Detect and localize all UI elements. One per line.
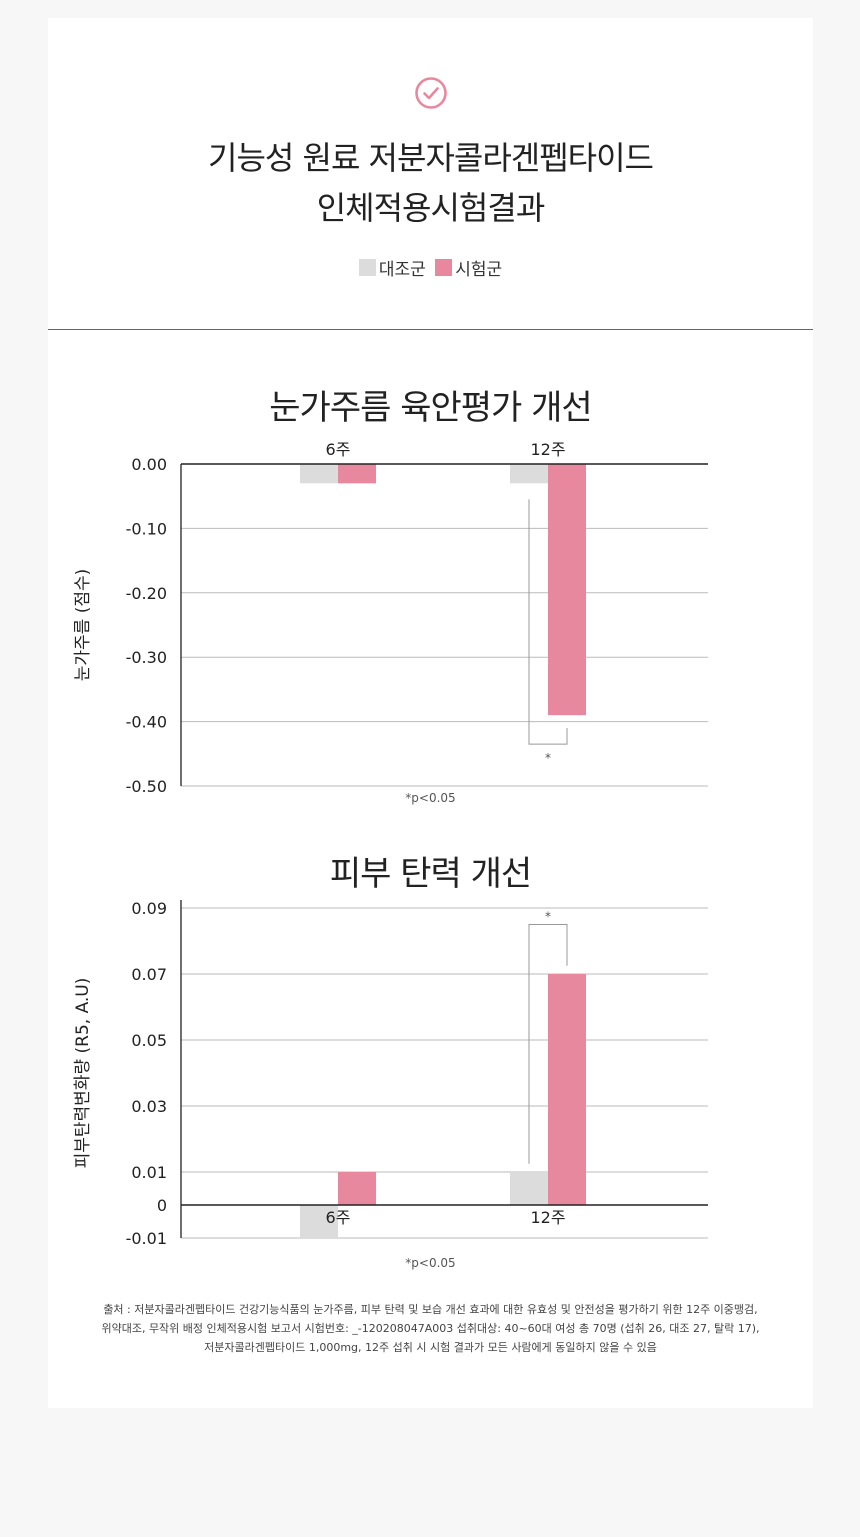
chart2-title: 피부 탄력 개선 (329, 854, 532, 894)
source-line2: 위약대조, 무작위 배정 인체적용시험 보고서 시험번호: _-12020804… (101, 1322, 760, 1335)
legend-swatch-control (358, 259, 376, 276)
chart2-ytick-label: 0.07 (131, 965, 167, 984)
chart1-bar-control-2 (510, 464, 548, 484)
chart2-significance-bracket (528, 924, 568, 1164)
chart1-note: *p<0.05 (405, 791, 456, 805)
chart2-ytick-label: 0.03 (131, 1097, 167, 1116)
chart2-ytick-label: 0.09 (131, 899, 167, 918)
legend: 대조군 시험군 (48, 255, 813, 281)
source-note: 출처 : 저분자콜라겐펩타이드 건강기능식품의 눈가주름, 피부 탄력 및 보습… (78, 1300, 783, 1357)
chart2-y-axis-label: 피부탄력변화량 (R5, A.U) (73, 978, 93, 1169)
chart2-category-label: 6주 (326, 1208, 351, 1227)
legend-swatch-test (435, 259, 453, 276)
chart1-ytick-label: -0.10 (126, 519, 167, 538)
source-line3: 저분자콜라겐펩타이드 1,000mg, 12주 섭취 시 시험 결과가 모든 사… (204, 1341, 657, 1354)
chart1-ytick-label: -0.50 (126, 777, 167, 796)
chart2-ytick-label: -0.01 (126, 1229, 167, 1248)
chart1-category-label: 12주 (530, 440, 565, 459)
chart2-ytick-label: 0 (157, 1196, 167, 1215)
chart1-significance-bracket (528, 499, 568, 745)
chart1-significance-mark: * (545, 751, 551, 765)
chart2-bar-test-2 (548, 974, 586, 1205)
chart1-ytick-label: -0.30 (126, 648, 167, 667)
chart2-note: *p<0.05 (405, 1256, 456, 1270)
chart1-category-label: 6주 (326, 440, 351, 459)
legend-label-control: 대조군 (378, 260, 426, 280)
source-line1: 출처 : 저분자콜라겐펩타이드 건강기능식품의 눈가주름, 피부 탄력 및 보습… (103, 1303, 758, 1316)
page-title-line2: 인체적용시험결과 (316, 189, 546, 227)
legend-item-control: 대조군 (358, 255, 426, 280)
legend-label-test: 시험군 (455, 260, 503, 280)
chart2-elasticity: 0.09 0.07 0.05 0.03 0.01 0 -0.01 6주 12주 피부탄력변화량 (… (73, 899, 708, 1248)
page-title-line1: 기능성 원료 저분자콜라겐펩타이드 (208, 139, 654, 177)
chart2-category-label: 12주 (530, 1208, 565, 1227)
check-circle-icon (415, 77, 447, 109)
chart2-significance-mark: * (545, 910, 551, 924)
chart2-ytick-label: 0.01 (131, 1163, 167, 1182)
chart1-ytick-label: -0.40 (126, 713, 167, 732)
chart2-bar-control-2 (510, 1172, 548, 1205)
chart1-title: 눈가주름 육안평가 개선 (269, 388, 592, 428)
chart1-bar-test-2 (548, 464, 586, 716)
chart1-bar-control-1 (300, 464, 338, 484)
chart1-ytick-label: 0.00 (131, 455, 167, 474)
legend-item-test: 시험군 (435, 255, 502, 280)
chart1-bar-test-1 (338, 464, 376, 484)
chart2-bar-control-1 (300, 1205, 338, 1238)
chart1-ytick-label: -0.20 (126, 584, 167, 603)
content-card: 기능성 원료 저분자콜라겐펩타이드 인체적용시험결과 대조군 시험군 눈가주름 … (48, 18, 813, 1408)
divider (48, 329, 813, 330)
chart1-y-axis-label: 눈가주름 (점수) (73, 569, 93, 682)
chart2-ytick-label: 0.05 (131, 1031, 167, 1050)
chart2-bar-test-1 (338, 1172, 376, 1205)
